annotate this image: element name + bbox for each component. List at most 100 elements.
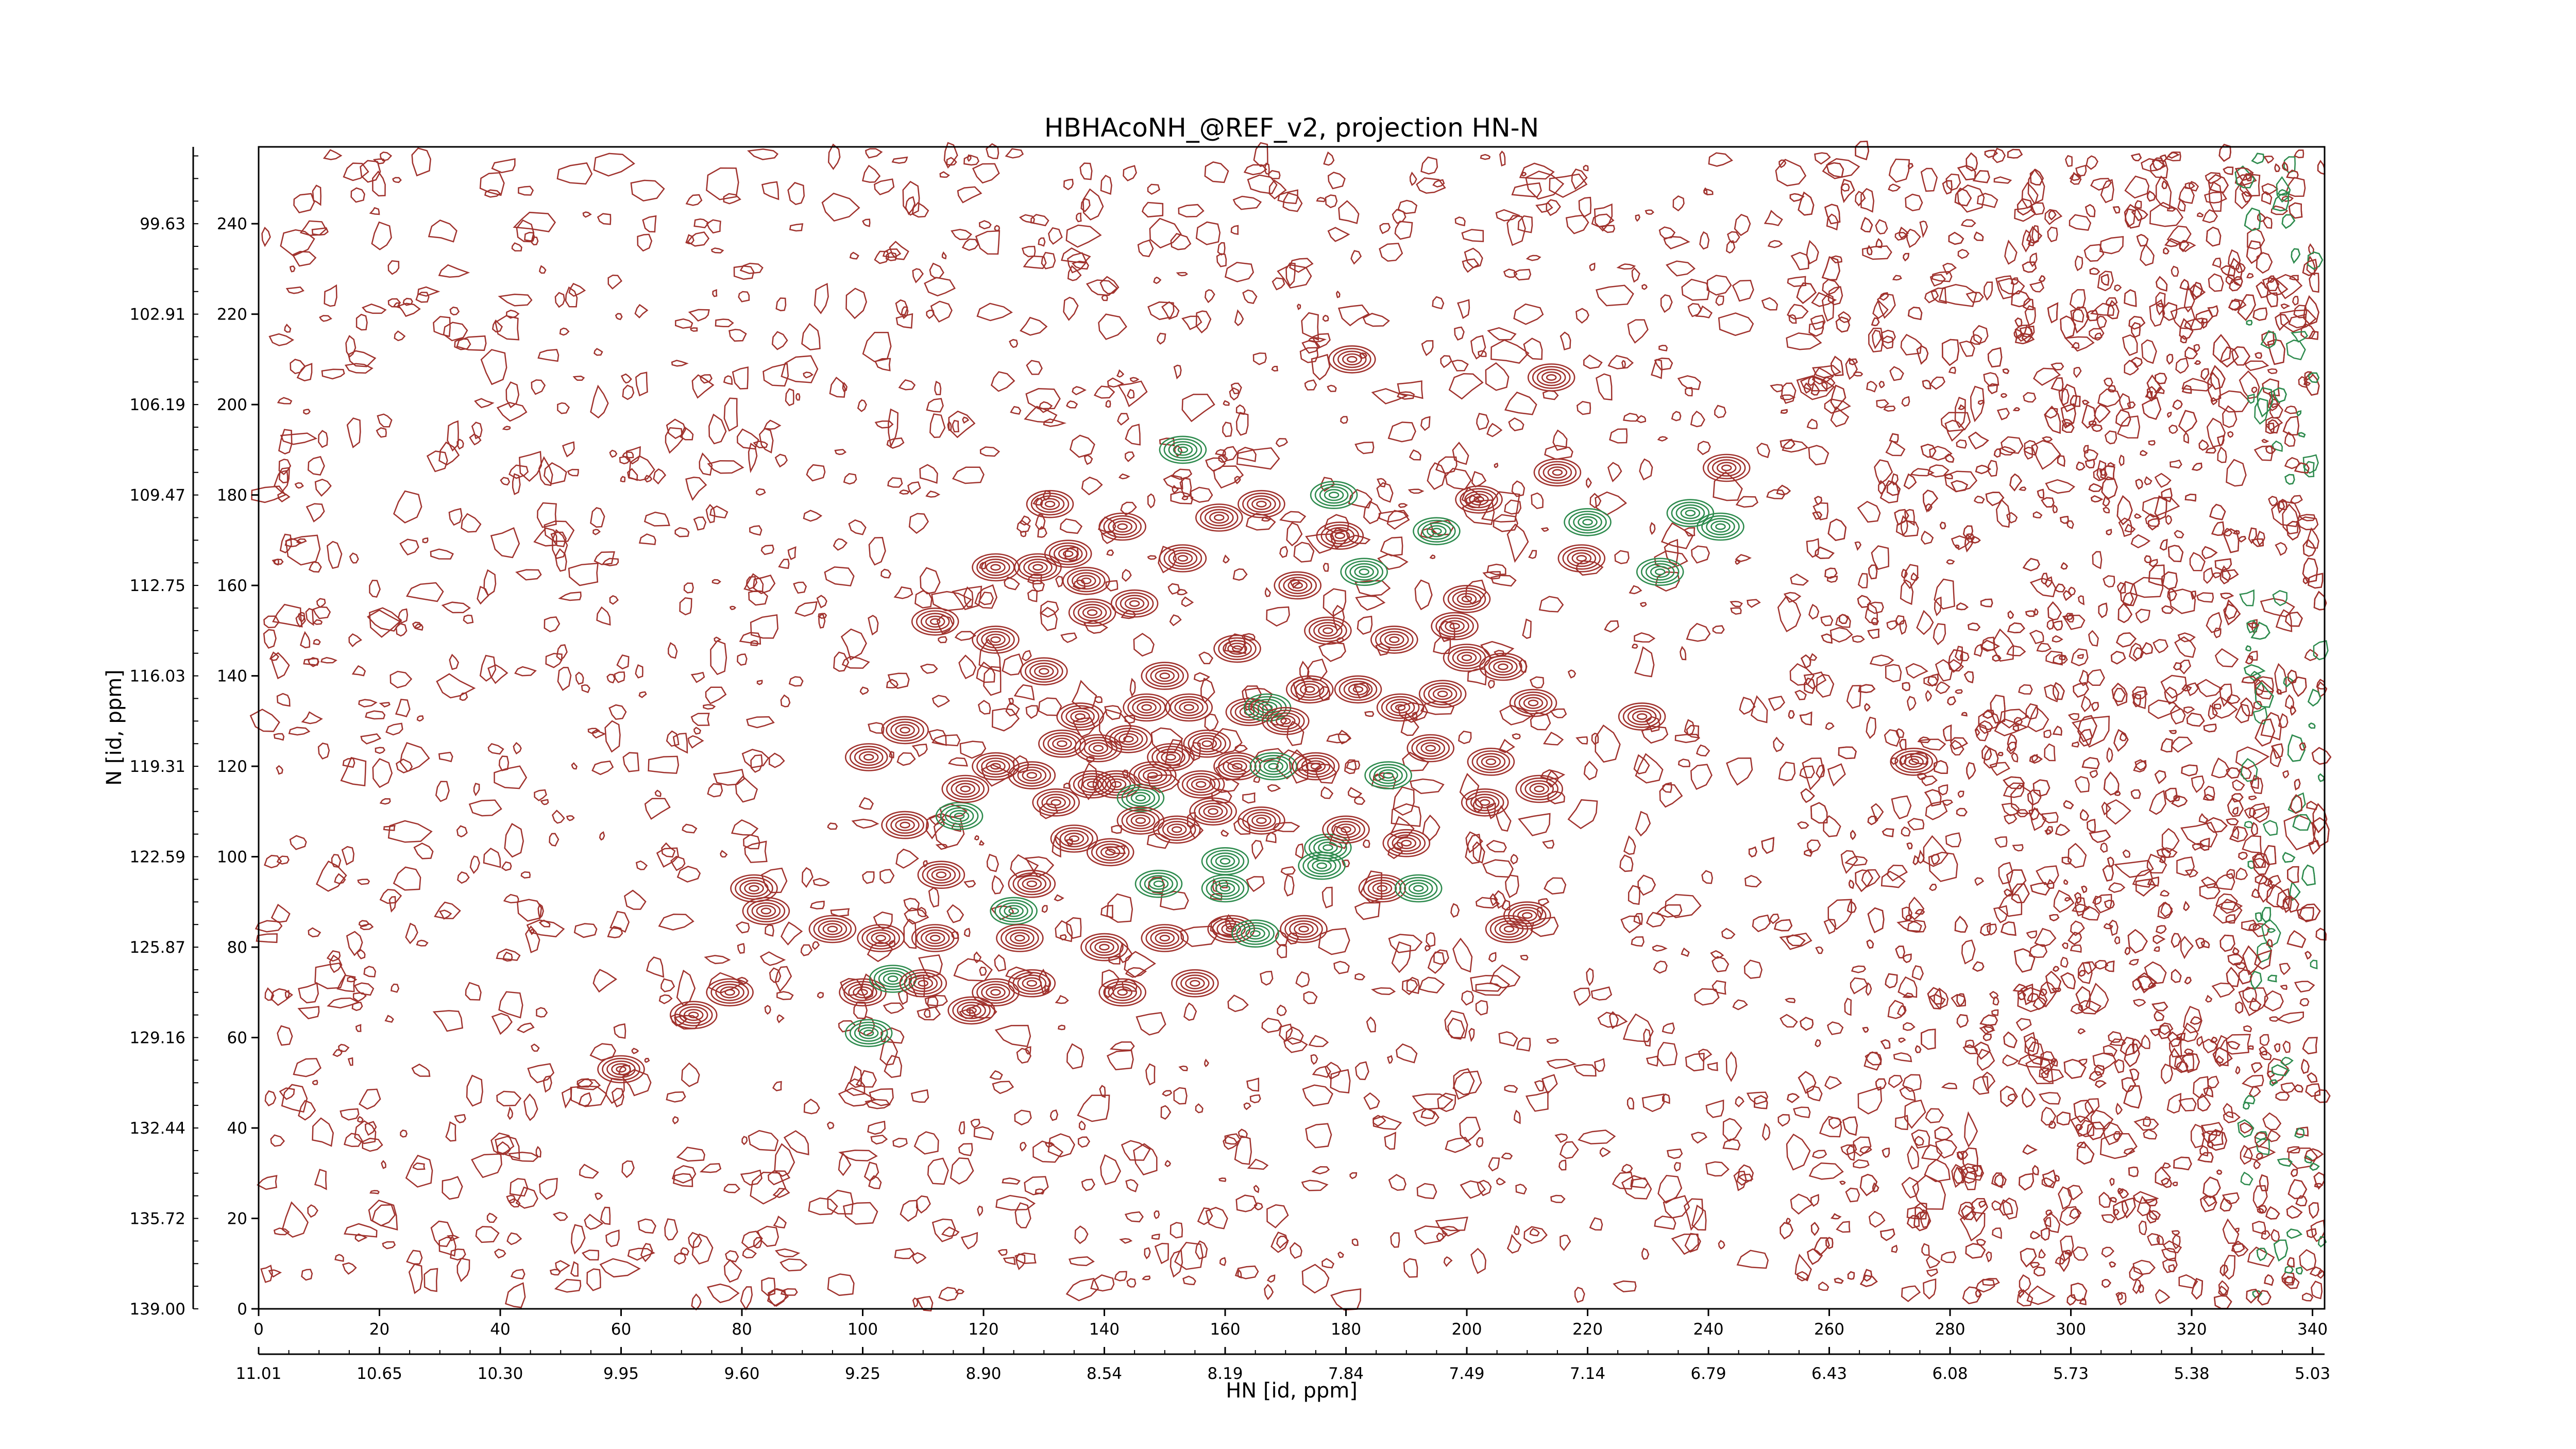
peak-contour bbox=[1702, 453, 1751, 482]
noise-contour bbox=[635, 860, 648, 870]
noise-contour bbox=[412, 1162, 426, 1170]
noise-contour bbox=[314, 1169, 327, 1190]
noise-contour bbox=[2073, 367, 2082, 378]
noise-contour bbox=[691, 374, 715, 399]
noise-contour bbox=[1322, 314, 1329, 322]
noise-contour bbox=[536, 1007, 548, 1018]
peak-contour bbox=[1090, 938, 1119, 956]
peak bbox=[881, 716, 929, 745]
noise-contour bbox=[2246, 1288, 2260, 1304]
noise-contour bbox=[350, 187, 365, 203]
noise-contour bbox=[371, 221, 392, 250]
noise-contour bbox=[1894, 1115, 1909, 1131]
peak bbox=[730, 874, 778, 903]
noise-contour bbox=[1646, 1055, 1659, 1067]
peak-contour bbox=[854, 1024, 884, 1042]
noise-contour bbox=[383, 824, 396, 831]
noise-contour bbox=[1471, 470, 1487, 488]
noise-contour bbox=[1880, 1039, 1891, 1049]
peak bbox=[1431, 612, 1479, 641]
noise-contour bbox=[298, 612, 306, 623]
noise-contour bbox=[2273, 387, 2287, 403]
noise-contour bbox=[347, 350, 377, 367]
peak-contour bbox=[1114, 730, 1143, 748]
noise-contour bbox=[1080, 198, 1091, 213]
noise-contour bbox=[1860, 188, 1875, 213]
noise-contour bbox=[1607, 462, 1622, 483]
noise-contour bbox=[1862, 245, 1892, 260]
noise-contour bbox=[1275, 438, 1289, 447]
noise-contour bbox=[1560, 1141, 1579, 1159]
peak bbox=[1098, 512, 1146, 541]
noise-contour bbox=[2091, 702, 2099, 712]
noise-contour bbox=[1216, 253, 1227, 267]
peak bbox=[1171, 969, 1219, 998]
noise-contour bbox=[384, 1015, 394, 1023]
noise-contour bbox=[1394, 221, 1413, 240]
peak-contour bbox=[863, 1030, 874, 1037]
noise-contour bbox=[1784, 592, 1802, 603]
noise-contour bbox=[2275, 313, 2290, 331]
noise-contour bbox=[627, 1248, 655, 1261]
noise-contour bbox=[2053, 889, 2075, 913]
noise-contour bbox=[249, 709, 280, 732]
noise-contour bbox=[2161, 828, 2180, 853]
noise-contour bbox=[1621, 1164, 1633, 1174]
noise-contour bbox=[723, 1184, 741, 1193]
noise-contour bbox=[2115, 1102, 2123, 1116]
noise-contour bbox=[1055, 576, 1063, 588]
noise-contour bbox=[706, 219, 721, 234]
noise-contour bbox=[2119, 393, 2131, 411]
peak bbox=[1189, 797, 1237, 826]
noise-contour bbox=[1631, 267, 1640, 283]
noise-contour bbox=[2172, 399, 2183, 410]
noise-contour bbox=[2286, 1228, 2303, 1239]
noise-contour bbox=[559, 327, 570, 336]
noise-contour bbox=[2277, 189, 2288, 196]
noise-contour bbox=[2029, 754, 2043, 764]
noise-contour bbox=[1235, 412, 1249, 436]
noise-contour bbox=[2203, 1087, 2214, 1098]
noise-contour bbox=[2149, 299, 2165, 327]
peak-contour bbox=[1387, 832, 1426, 855]
noise-contour bbox=[1237, 1269, 1242, 1279]
noise-contour bbox=[795, 393, 801, 401]
noise-contour bbox=[1956, 439, 1967, 449]
noise-contour bbox=[827, 1189, 854, 1215]
noise-contour bbox=[2304, 649, 2318, 661]
noise-contour bbox=[1299, 347, 1319, 363]
noise-contour bbox=[389, 670, 413, 688]
noise-contour bbox=[2006, 742, 2017, 755]
noise-contour bbox=[1708, 152, 1733, 167]
peak-contour bbox=[922, 863, 961, 886]
peak-contour bbox=[1112, 520, 1132, 533]
peak bbox=[1334, 675, 1382, 704]
peak-contour bbox=[1153, 815, 1201, 844]
noise-contour bbox=[1666, 260, 1696, 277]
noise-contour bbox=[1465, 831, 1483, 853]
noise-contour bbox=[2295, 1195, 2308, 1207]
noise-contour bbox=[1111, 824, 1123, 834]
peak-contour bbox=[1032, 564, 1043, 571]
peak-contour bbox=[1050, 824, 1098, 853]
noise-contour bbox=[1218, 1177, 1227, 1182]
noise-contour bbox=[1438, 620, 1455, 643]
noise-contour bbox=[289, 835, 307, 850]
noise-contour bbox=[2164, 686, 2178, 705]
noise-contour bbox=[2146, 853, 2167, 874]
noise-contour bbox=[2212, 873, 2235, 890]
noise-contour bbox=[2166, 207, 2176, 212]
noise-contour bbox=[475, 1226, 500, 1243]
noise-contour bbox=[1901, 826, 1911, 837]
noise-contour bbox=[1277, 1004, 1287, 1017]
noise-contour bbox=[2199, 882, 2221, 900]
noise-contour bbox=[264, 854, 282, 869]
noise-contour bbox=[1865, 982, 1872, 996]
noise-contour bbox=[2106, 747, 2113, 763]
peak bbox=[1503, 901, 1551, 930]
noise-contour bbox=[2202, 794, 2215, 801]
noise-contour bbox=[671, 360, 689, 367]
noise-contour bbox=[498, 991, 523, 1019]
noise-contour bbox=[1830, 384, 1846, 411]
noise-contour bbox=[2147, 190, 2156, 202]
